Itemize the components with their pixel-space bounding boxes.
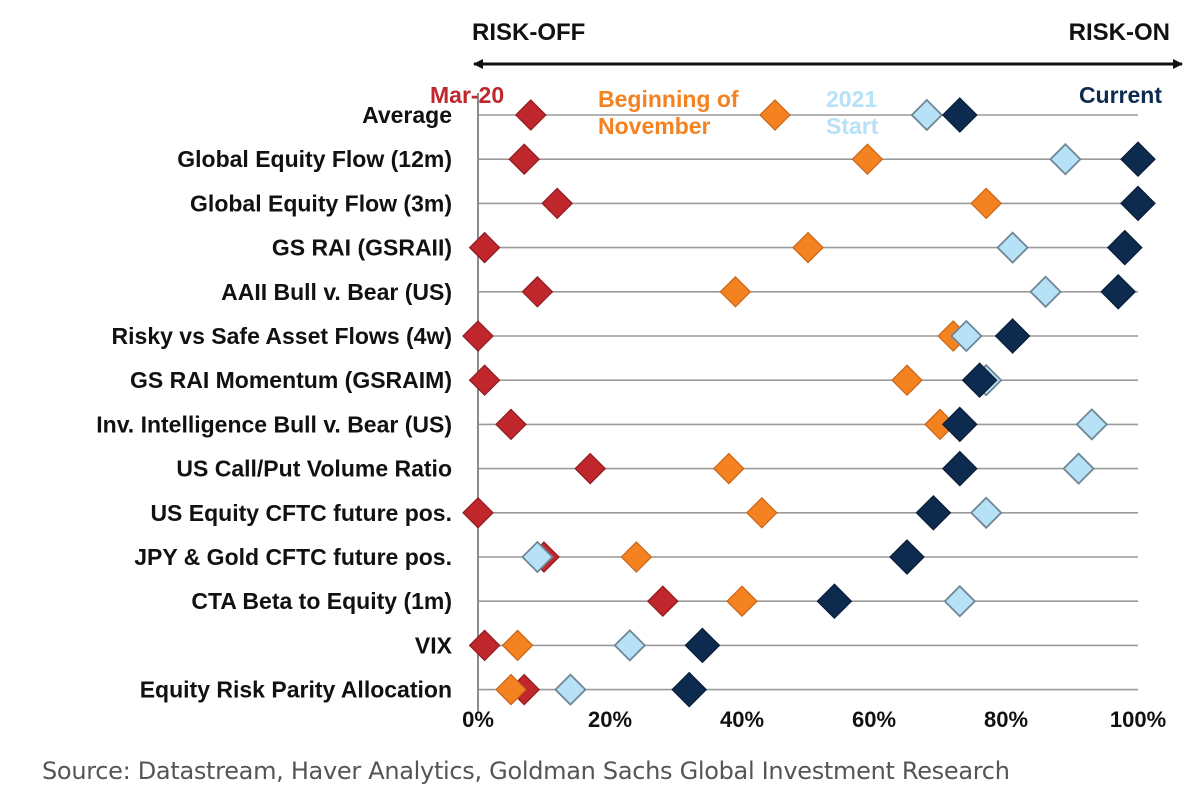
- data-marker-current: [1100, 273, 1137, 310]
- category-label: US Equity CFTC future pos.: [150, 500, 452, 526]
- data-marker-mar-20: [514, 99, 547, 131]
- data-marker-beginning-of-november: [495, 673, 527, 706]
- data-marker-beginning-of-november: [719, 275, 752, 308]
- legend-label: 2021 Start: [826, 86, 879, 139]
- data-marker-mar-20: [468, 231, 501, 264]
- data-marker-2021-start: [613, 629, 647, 662]
- category-labels: Average Global Equity Flow (12m) Global Eq…: [96, 102, 452, 703]
- tick-label: 0%: [462, 707, 494, 732]
- data-marker-mar-20: [468, 364, 501, 397]
- data-marker-2021-start: [969, 496, 1003, 530]
- data-marker-beginning-of-november: [970, 187, 1003, 220]
- category-label: Inv. Intelligence Bull v. Bear (US): [96, 411, 452, 437]
- data-marker-mar-20: [495, 408, 527, 441]
- data-marker-beginning-of-november: [501, 629, 534, 662]
- category-label: Global Equity Flow (3m): [190, 190, 452, 216]
- category-label: US Call/Put Volume Ratio: [176, 456, 452, 482]
- risk-on-label: RISK-ON: [1069, 19, 1170, 46]
- category-label: Average: [362, 102, 452, 128]
- data-marker-2021-start: [1075, 408, 1109, 441]
- legend-label: Mar-20: [430, 82, 504, 108]
- data-marker-mar-20: [468, 629, 501, 662]
- tick-label: 20%: [588, 707, 632, 732]
- data-marker-current: [941, 450, 978, 487]
- data-marker-2021-start: [1049, 142, 1082, 176]
- data-marker-2021-start: [554, 673, 587, 706]
- data-marker-current: [941, 406, 978, 443]
- data-marker-beginning-of-november: [891, 364, 923, 397]
- data-marker-2021-start: [943, 584, 977, 618]
- data-marker-current: [915, 494, 952, 531]
- data-marker-current: [889, 539, 925, 575]
- data-marker-current: [816, 583, 853, 620]
- data-marker-current: [1120, 141, 1156, 178]
- data-marker-2021-start: [950, 319, 983, 353]
- category-label: AAII Bull v. Bear (US): [221, 279, 452, 305]
- data-marker-current: [961, 362, 998, 399]
- category-label: GS RAI Momentum (GSRAIM): [130, 367, 452, 393]
- data-marker-mar-20: [574, 452, 607, 485]
- data-marker-2021-start: [1029, 275, 1062, 309]
- data-marker-current: [994, 318, 1031, 354]
- data-marker-current: [671, 671, 708, 708]
- data-marker-current: [684, 627, 721, 664]
- category-label: Equity Risk Parity Allocation: [140, 677, 452, 703]
- tick-label: 60%: [852, 707, 896, 732]
- tick-labels: 0% 20% 40% 60% 80% 100%: [462, 707, 1166, 732]
- category-label: JPY & Gold CFTC future pos.: [134, 544, 452, 570]
- data-marker-2021-start: [1062, 452, 1095, 485]
- data-marker-beginning-of-november: [726, 585, 758, 618]
- tick-label: 100%: [1110, 707, 1166, 732]
- data-marker-beginning-of-november: [759, 99, 791, 131]
- tick-label: 40%: [720, 707, 764, 732]
- data-marker-beginning-of-november: [792, 231, 824, 264]
- source-note: Source: Datastream, Haver Analytics, Gol…: [42, 757, 1010, 785]
- data-marker-current: [1120, 185, 1156, 222]
- category-label: GS RAI (GSRAII): [272, 235, 452, 261]
- tick-label: 80%: [984, 707, 1028, 732]
- data-marker-beginning-of-november: [745, 496, 778, 529]
- data-marker-2021-start: [521, 540, 554, 574]
- data-marker-beginning-of-november: [851, 143, 884, 176]
- legend-label: Current: [1079, 82, 1162, 108]
- category-label: CTA Beta to Equity (1m): [191, 588, 452, 614]
- category-label: Global Equity Flow (12m): [177, 146, 452, 172]
- legend-label: Beginning of November: [598, 86, 739, 139]
- data-markers: [462, 97, 1156, 708]
- legend: Mar-20 Beginning of November 2021 Start Curre…: [430, 82, 1162, 139]
- data-marker-mar-20: [462, 320, 494, 352]
- data-marker-mar-20: [508, 143, 541, 176]
- data-marker-mar-20: [462, 496, 494, 529]
- category-label: Risky vs Safe Asset Flows (4w): [112, 323, 452, 349]
- risk-off-label: RISK-OFF: [472, 19, 585, 46]
- data-marker-current: [1106, 229, 1143, 266]
- data-marker-mar-20: [646, 585, 679, 618]
- grid-lines: [478, 114, 1138, 691]
- data-marker-current: [941, 97, 978, 133]
- data-marker-2021-start: [910, 98, 944, 132]
- data-marker-beginning-of-november: [620, 541, 653, 573]
- chart: RISK-OFF RISK-ON Average Global Equity Fl…: [96, 19, 1183, 732]
- data-marker-mar-20: [541, 187, 574, 220]
- category-label: VIX: [415, 632, 453, 658]
- data-marker-2021-start: [996, 231, 1029, 264]
- data-marker-beginning-of-november: [712, 452, 745, 485]
- data-marker-mar-20: [521, 275, 554, 308]
